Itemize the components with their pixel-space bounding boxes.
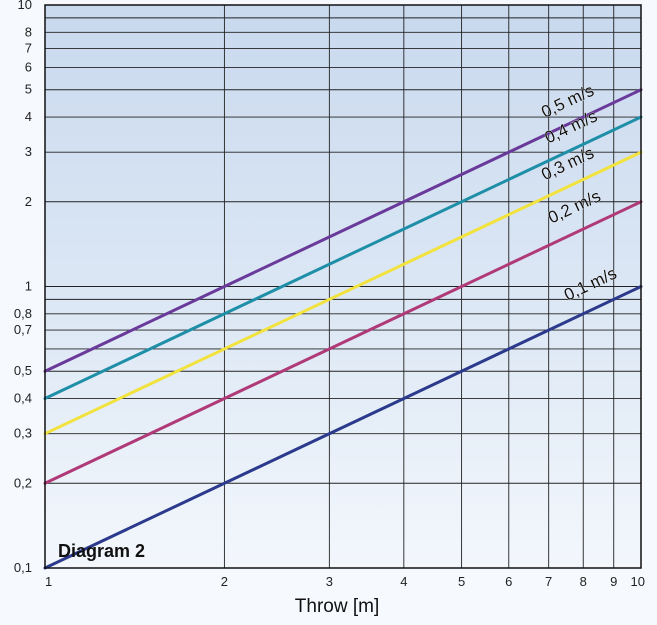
x-tick-label: 9 [610,574,617,589]
x-tick-label: 6 [505,574,512,589]
y-tick-label: 10 [18,0,32,12]
y-tick-labels: 0,1 0,2 0,3 0,4 0,5 0,70,8 1 2 3 4 5 6 7 8 10 [14,0,32,575]
y-tick-label: 5 [25,82,32,97]
x-tick-label: 1 [45,574,52,589]
y-tick-label: 0,8 [14,306,32,321]
x-tick-labels: 1 2 3 4 5 6 7 8 9 10 [45,574,645,589]
y-tick-label: 0,1 [14,560,32,575]
y-tick-label: 0,2 [14,475,32,490]
x-tick-label: 5 [458,574,465,589]
y-tick-label: 4 [25,109,32,124]
y-tick-label: 0,5 [14,363,32,378]
x-tick-label: 8 [580,574,587,589]
grid [44,4,642,569]
series-line-4 [43,115,643,401]
y-tick-label: 0,4 [14,391,32,406]
y-tick-label: 7 [25,41,32,56]
series-line-3 [43,150,643,436]
y-tick-label: 2 [25,194,32,209]
y-tick-label: 0,3 [14,426,32,441]
plot-frame [44,4,642,569]
series-lines [43,88,643,570]
y-tick-label: 0,7 [14,322,32,337]
y-tick-label: 1 [25,279,32,294]
x-tick-label: 2 [221,574,228,589]
chart-title: Diagram 2 [58,541,145,561]
y-tick-label: 3 [25,144,32,159]
y-tick-label: 8 [25,24,32,39]
series-line-1 [43,285,643,570]
x-tick-label: 3 [326,574,333,589]
x-axis-label: Throw [m] [295,596,379,617]
x-tick-label: 7 [545,574,552,589]
x-tick-label: 4 [400,574,407,589]
y-tick-label: 6 [25,59,32,74]
series-line-2 [43,200,643,485]
series-line-5 [43,88,643,373]
x-tick-label: 10 [631,574,645,589]
